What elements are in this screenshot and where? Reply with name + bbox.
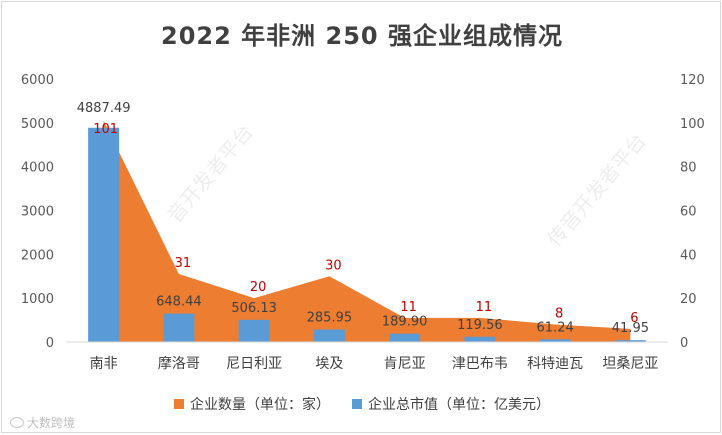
- bar-埃及: [313, 329, 345, 342]
- data-label-value: 41.95: [612, 321, 649, 336]
- data-label-value: 285.95: [307, 310, 353, 325]
- data-label-value: 61.24: [537, 320, 574, 335]
- x-tick-label: 埃及: [315, 356, 343, 372]
- bar-layer: [88, 127, 646, 343]
- y-left-tick-label: 6000: [21, 73, 54, 88]
- legend: 企业数量（单位：家） 企业总市值（单位：亿美元）: [2, 394, 722, 414]
- footer-logo: 大数跨境: [10, 414, 75, 431]
- area-layer: [103, 120, 631, 343]
- y-left-tick-label: 4000: [21, 161, 54, 176]
- y-left-tick-label: 2000: [21, 248, 54, 263]
- chart-title: 2022 年非洲 250 强企业组成情况: [161, 22, 563, 50]
- data-label-value: 648.44: [156, 295, 202, 310]
- data-label-value: 506.13: [231, 301, 277, 316]
- legend-swatch-value: [352, 399, 362, 409]
- watermark-text: 传音开发者平台: [542, 129, 650, 252]
- footer-logo-text: 大数跨境: [27, 416, 76, 430]
- x-tick-label: 科特迪瓦: [527, 356, 583, 372]
- bar-南非: [88, 127, 120, 343]
- bar-肯尼亚: [389, 333, 421, 342]
- bar-津巴布韦: [464, 336, 496, 342]
- bar-摩洛哥: [163, 313, 195, 342]
- watermark-text: 音开发者平台: [162, 120, 258, 227]
- y-left-tick-label: 1000: [21, 292, 54, 307]
- x-tick-label: 南非: [90, 356, 118, 372]
- x-tick-label: 津巴布韦: [452, 356, 508, 372]
- data-label-count: 31: [175, 256, 192, 271]
- y-left-tick-label: 0: [46, 336, 54, 351]
- axis-layer: 0 1000 2000 3000 4000 5000 6000 0 20 40 60 80 100 120…: [21, 73, 705, 372]
- legend-swatch-count: [174, 399, 184, 409]
- data-label-count: 20: [250, 280, 267, 295]
- y-left-tick-label: 3000: [21, 205, 54, 220]
- data-label-count: 8: [555, 306, 563, 321]
- legend-item-value: 企业总市值（单位：亿美元）: [352, 394, 550, 414]
- bar-尼日利亚: [238, 319, 270, 342]
- y-right-tick-label: 40: [680, 248, 697, 263]
- bar-坦桑尼亚: [614, 340, 646, 342]
- x-tick-label: 尼日利亚: [226, 356, 282, 372]
- legend-label-value: 企业总市值（单位：亿美元）: [368, 397, 550, 413]
- logo-mark-icon: [10, 417, 24, 428]
- x-tick-label: 肯尼亚: [384, 356, 426, 372]
- data-label-value: 189.90: [382, 315, 428, 330]
- data-label-value: 4887.49: [77, 101, 131, 116]
- bar-科特迪瓦: [539, 339, 571, 342]
- y-right-tick-label: 100: [680, 117, 705, 132]
- y-right-tick-label: 120: [680, 73, 705, 88]
- data-label-count: 11: [400, 300, 417, 315]
- area-series-count: [103, 120, 631, 343]
- x-tick-label: 摩洛哥: [158, 355, 200, 372]
- y-right-tick-label: 20: [680, 292, 697, 307]
- data-label-count: 6: [630, 311, 638, 326]
- legend-item-count: 企业数量（单位：家）: [174, 394, 330, 414]
- x-tick-label: 坦桑尼亚: [602, 356, 658, 372]
- data-label-value: 119.56: [457, 318, 503, 333]
- watermark-layer: 音开发者平台 传音开发者平台: [162, 120, 650, 251]
- data-label-count: 101: [93, 122, 118, 137]
- y-right-tick-label: 80: [680, 161, 697, 176]
- label-layer: 4887.49 648.44 506.13 285.95 189.90 119.56 61.…: [77, 101, 649, 336]
- y-right-tick-label: 60: [680, 205, 697, 220]
- data-label-count: 30: [325, 258, 342, 273]
- data-label-count: 11: [476, 300, 493, 315]
- legend-label-count: 企业数量（单位：家）: [190, 397, 330, 413]
- y-right-tick-label: 0: [680, 336, 688, 351]
- y-left-tick-label: 5000: [21, 117, 54, 132]
